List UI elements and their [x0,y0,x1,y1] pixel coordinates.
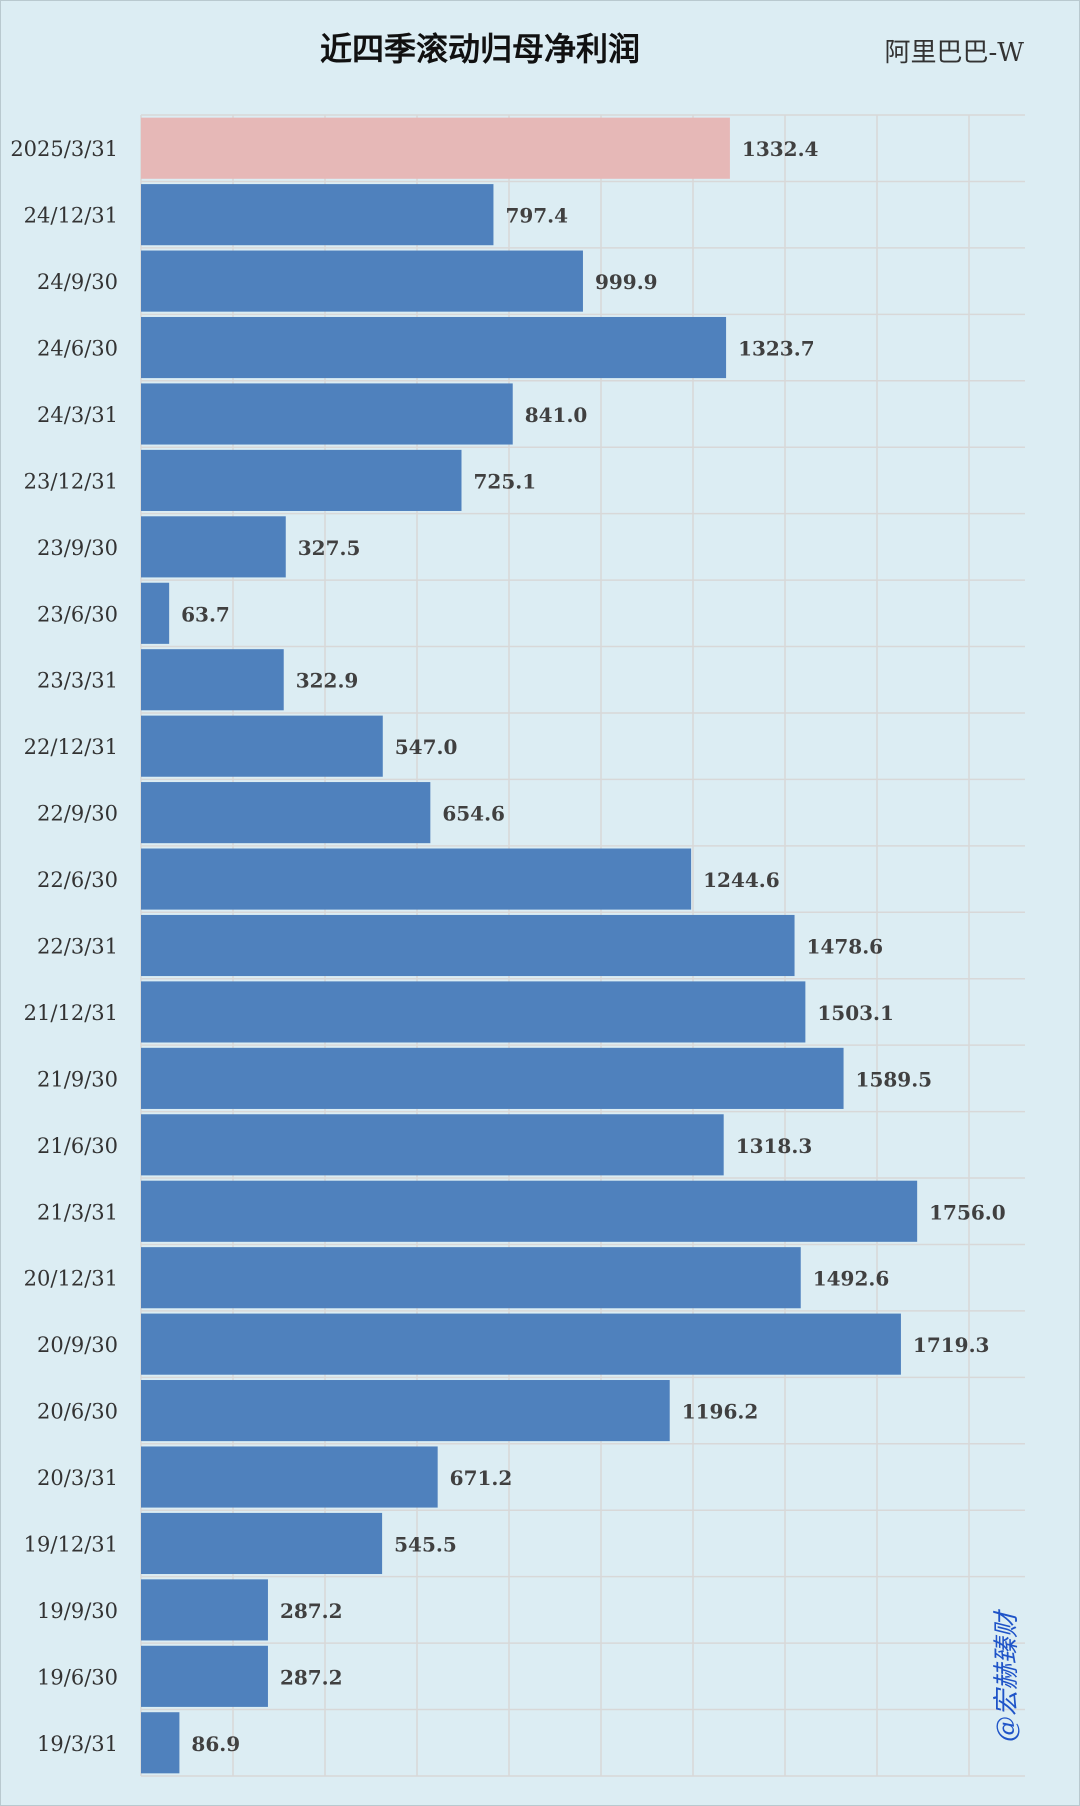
category-label: 21/9/30 [37,1067,118,1091]
bar [141,981,806,1043]
category-label: 20/6/30 [37,1400,118,1424]
bar [141,1247,801,1309]
company-name: 阿里巴巴-W [884,38,1024,68]
category-label: 19/3/31 [37,1732,118,1756]
value-label: 1244.6 [703,868,780,892]
bar [141,383,513,445]
bar [141,1712,180,1774]
bar [141,848,692,910]
bar [141,250,583,312]
value-label: 999.9 [595,270,658,294]
value-label: 1719.3 [913,1333,990,1357]
category-label: 23/12/31 [24,469,118,493]
category-label: 20/3/31 [37,1466,118,1490]
category-label: 23/6/30 [37,602,118,626]
value-label: 1492.6 [813,1267,890,1291]
bar [141,649,284,711]
value-label: 671.2 [450,1466,513,1490]
category-label: 23/3/31 [37,669,118,693]
category-label: 22/3/31 [37,935,118,959]
category-label: 20/9/30 [37,1333,118,1357]
bar [141,1645,268,1707]
category-label: 21/12/31 [24,1001,118,1025]
bar [141,1512,383,1575]
bar [141,1180,918,1242]
category-label: 20/12/31 [24,1267,118,1291]
value-label: 327.5 [298,536,361,560]
category-label: 21/3/31 [37,1200,118,1224]
bar [141,1446,438,1508]
bar [141,1047,844,1109]
bar [141,1313,901,1375]
bar [141,516,286,578]
category-label: 2025/3/31 [10,137,118,161]
category-label: 19/6/30 [37,1665,118,1689]
value-label: 725.1 [473,469,536,493]
value-label: 322.9 [296,669,359,693]
bar [141,914,795,977]
value-label: 1332.4 [742,137,819,161]
category-label: 23/9/30 [37,536,118,560]
watermark-text: @宏赫臻财 [992,1611,1022,1742]
bar [141,1114,724,1176]
value-label: 63.7 [181,602,230,626]
value-label: 1318.3 [736,1134,813,1158]
value-label: 1323.7 [738,337,815,361]
category-label: 22/6/30 [37,868,118,892]
value-label: 1503.1 [817,1001,894,1025]
bar [141,1579,268,1641]
category-label: 24/3/31 [37,403,118,427]
value-label: 1589.5 [856,1067,933,1091]
bar [141,316,727,379]
bars [141,117,918,1774]
bar [141,715,383,777]
category-label: 22/12/31 [24,735,118,759]
value-label: 86.9 [191,1732,240,1756]
value-label: 287.2 [280,1599,343,1623]
value-label: 545.5 [394,1532,457,1556]
bar [141,782,431,844]
bar [141,184,494,246]
value-label: 841.0 [525,403,588,427]
category-label: 24/9/30 [37,270,118,294]
category-label: 19/9/30 [37,1599,118,1623]
category-label: 22/9/30 [37,802,118,826]
value-label: 287.2 [280,1665,343,1689]
bar [141,449,462,511]
value-label: 797.4 [505,204,568,228]
value-label: 547.0 [395,735,458,759]
category-label: 24/6/30 [37,337,118,361]
bar [141,117,730,179]
category-label: 19/12/31 [24,1532,118,1556]
category-labels: 2025/3/31 24/12/31 24/9/30 24/6/30 24/3/31 23… [10,137,118,1756]
bar [141,1380,670,1442]
watermark: @宏赫臻财 [986,1592,1036,1742]
value-label: 1196.2 [682,1400,759,1424]
value-label: 1756.0 [929,1200,1006,1224]
category-label: 24/12/31 [24,204,118,228]
bar [141,582,170,644]
chart-title: 近四季滚动归母净利润 [319,30,640,68]
value-label: 654.6 [442,802,505,826]
value-label: 1478.6 [807,935,884,959]
category-label: 21/6/30 [37,1134,118,1158]
value-labels: 1332.4 797.4 999.9 1323.7 841.0 725.1 327.5 63.… [181,137,1006,1756]
